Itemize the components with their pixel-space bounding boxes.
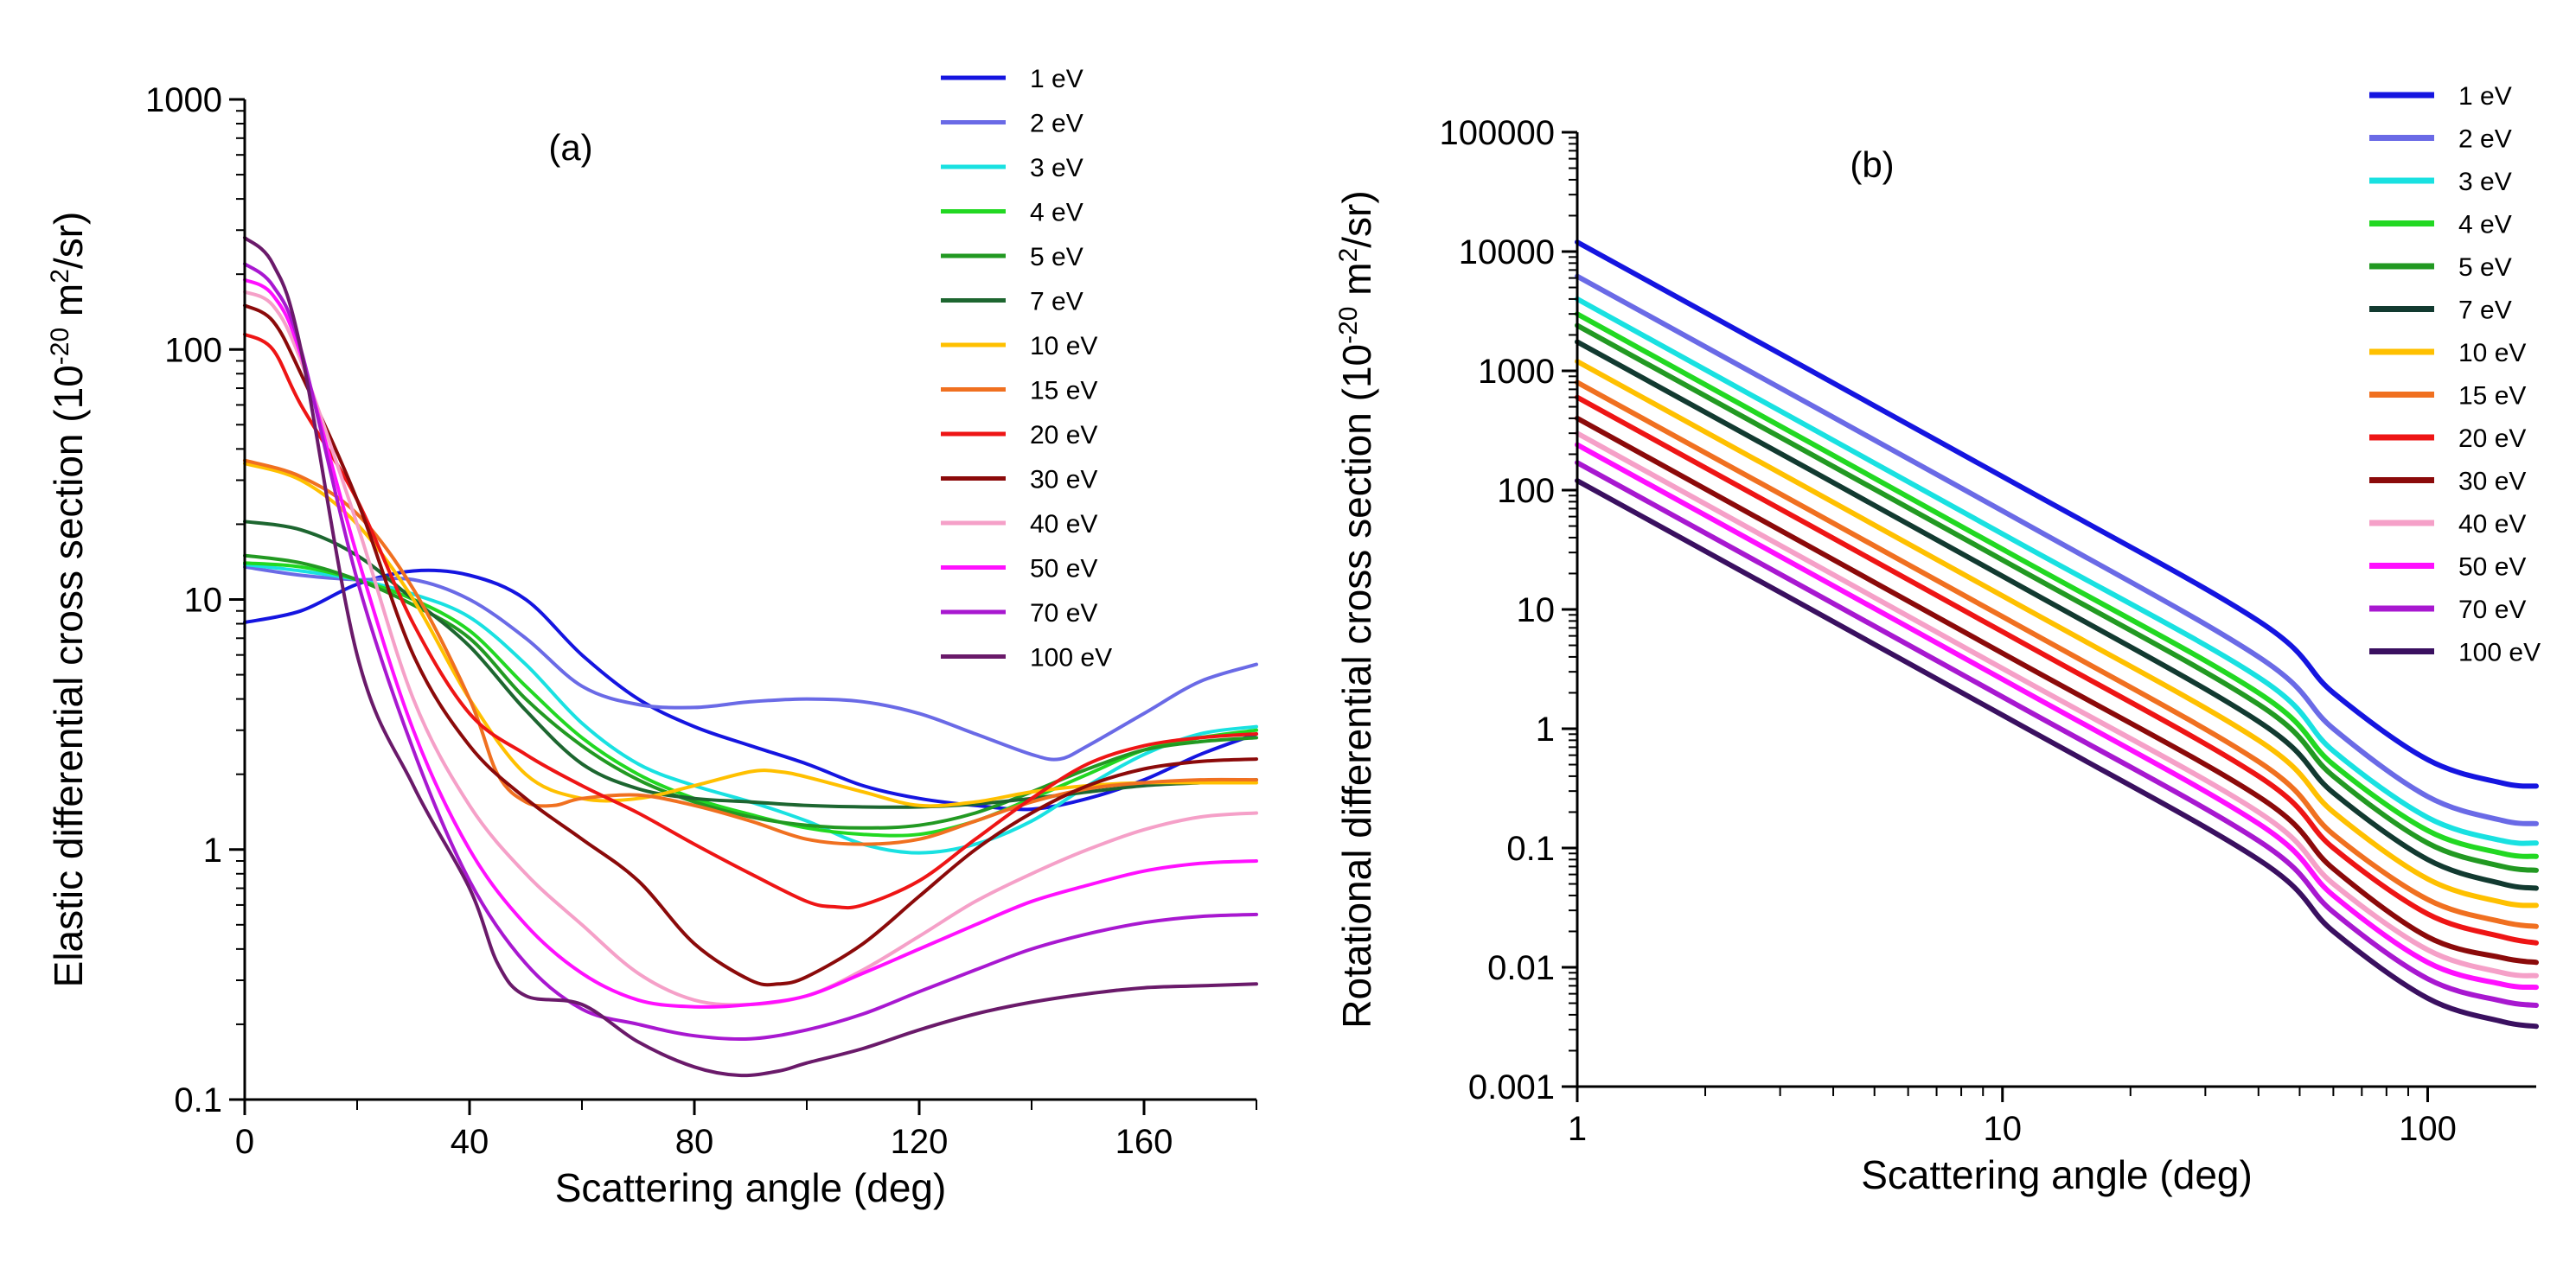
series-line-a-0	[243, 568, 1258, 812]
legend-entry-b-2: 3 eV	[2458, 168, 2512, 196]
legend-entry-a-6: 10 eV	[1030, 332, 1097, 360]
legend-entry-a-9: 30 eV	[1030, 466, 1097, 494]
series-line-a-13	[243, 235, 1258, 1078]
legend-entry-b-3: 4 eV	[2458, 211, 2512, 239]
y-tick-label-a: 1	[203, 832, 222, 870]
legend-entry-a-3: 4 eV	[1030, 199, 1083, 227]
y-tick-label-b: 1	[1536, 711, 1555, 749]
series-line-b-2	[1575, 296, 2539, 846]
y-axis-label-part-a: Elastic differential cross section (10	[46, 365, 91, 987]
legend-entry-a-12: 70 eV	[1030, 599, 1097, 628]
series-line-a-9	[243, 303, 1258, 987]
y-axis-label-part-b: /sr)	[1334, 190, 1379, 247]
legend-entry-b-5: 7 eV	[2458, 296, 2512, 325]
legend-entry-b-4: 5 eV	[2458, 253, 2512, 282]
y-axis-label-b: Rotational differential cross section (1…	[1334, 190, 1379, 1028]
y-axis-label-part-b: 2	[1334, 248, 1363, 263]
series-line-b-8	[1575, 394, 2539, 946]
y-axis-label-part-a: /sr)	[46, 212, 91, 269]
legend-entry-a-8: 20 eV	[1030, 421, 1097, 450]
panel-label-b: (b)	[1850, 144, 1894, 185]
series-line-b-11	[1575, 442, 2539, 991]
series-line-b-13	[1575, 478, 2539, 1030]
series-line-b-0	[1575, 239, 2539, 789]
series-line-a-4	[243, 553, 1258, 830]
legend-entry-b-9: 30 eV	[2458, 468, 2526, 496]
series-line-b-1	[1575, 273, 2539, 826]
x-tick-label-a: 160	[1115, 1123, 1173, 1161]
series-line-a-10	[243, 290, 1258, 1007]
y-axis-label-part-b: m	[1334, 262, 1379, 306]
legend-entry-b-11: 50 eV	[2458, 553, 2526, 582]
x-tick-label-b: 10	[1983, 1110, 2022, 1148]
legend-entry-a-0: 1 eV	[1030, 65, 1083, 93]
y-tick-label-b: 1000	[1478, 353, 1555, 391]
legend-b: 1 eV 2 eV 3 eV 4 eV 5 eV 7 eV 10 eV 15 eV 20 eV 3…	[2369, 82, 2541, 667]
y-tick-label-b: 0.1	[1506, 830, 1555, 868]
legend-entry-a-5: 7 eV	[1030, 288, 1083, 316]
series-line-a-11	[243, 277, 1258, 1009]
y-tick-label-b: 10	[1517, 591, 1556, 629]
y-tick-label-b: 100000	[1440, 114, 1555, 152]
y-axis-label-part-b: -20	[1334, 307, 1363, 344]
x-axis-label-a: Scattering angle (deg)	[555, 1165, 947, 1210]
x-tick-label-a: 120	[891, 1123, 949, 1161]
y-tick-label-a: 100	[164, 331, 222, 369]
y-axis-label-part-b: Rotational differential cross section (1…	[1334, 344, 1379, 1029]
legend-entry-a-11: 50 eV	[1030, 555, 1097, 583]
panel-a: 0.1 1 10 100 1000 0 40 80 120 160 Scattering angle…	[46, 65, 1258, 1210]
x-axis-label-b: Scattering angle (deg)	[1861, 1152, 2253, 1197]
legend-entry-a-4: 5 eV	[1030, 243, 1083, 271]
y-tick-label-a: 0.1	[174, 1081, 222, 1119]
series-line-b-3	[1575, 311, 2539, 859]
plot-lines-a	[243, 235, 1258, 1078]
panel-label-a: (a)	[548, 127, 592, 168]
legend-entry-b-7: 15 eV	[2458, 382, 2526, 411]
series-line-a-12	[243, 262, 1258, 1042]
y-tick-label-a: 1000	[145, 81, 222, 119]
series-line-b-10	[1575, 430, 2539, 979]
series-line-a-8	[243, 332, 1258, 910]
y-axis-label-a: Elastic differential cross section (10-2…	[46, 212, 91, 988]
series-line-a-6	[243, 462, 1258, 808]
y-tick-label-b: 0.001	[1468, 1068, 1555, 1106]
y-tick-label-b: 10000	[1459, 233, 1555, 271]
legend-entry-b-1: 2 eV	[2458, 125, 2512, 154]
x-tick-label-a: 40	[451, 1123, 489, 1161]
x-tick-label-a: 0	[235, 1123, 254, 1161]
y-tick-label-a: 10	[184, 582, 223, 620]
axes-b: 0.001 0.01 0.1 1 10 100 1000 10000 100000 1 10 100	[1440, 114, 2536, 1148]
legend-entry-a-2: 3 eV	[1030, 154, 1083, 182]
legend-entry-b-0: 1 eV	[2458, 82, 2512, 111]
legend-entry-b-12: 70 eV	[2458, 596, 2526, 624]
series-line-b-12	[1575, 460, 2539, 1008]
legend-entry-a-7: 15 eV	[1030, 377, 1097, 405]
legend-entry-a-13: 100 eV	[1030, 644, 1112, 673]
y-axis-label-part-a: -20	[46, 328, 74, 365]
x-tick-label-b: 1	[1568, 1110, 1587, 1148]
series-line-b-6	[1575, 359, 2539, 909]
series-line-b-5	[1575, 339, 2539, 891]
legend-a: 1 eV 2 eV 3 eV 4 eV 5 eV 7 eV 10 eV 15 eV 20 eV 3…	[941, 65, 1112, 673]
series-line-b-7	[1575, 379, 2539, 929]
y-tick-label-b: 0.01	[1487, 949, 1555, 987]
y-tick-label-b: 100	[1497, 472, 1555, 510]
legend-entry-a-1: 2 eV	[1030, 110, 1083, 138]
series-line-b-9	[1575, 415, 2539, 966]
axes-a: 0.1 1 10 100 1000 0 40 80 120 160	[145, 81, 1257, 1161]
series-line-b-4	[1575, 322, 2539, 873]
x-tick-label-b: 100	[2399, 1110, 2457, 1148]
legend-entry-b-13: 100 eV	[2458, 639, 2541, 667]
x-tick-label-a: 80	[675, 1123, 714, 1161]
plot-lines-b	[1575, 239, 2539, 1030]
legend-entry-b-8: 20 eV	[2458, 424, 2526, 453]
series-line-a-1	[243, 564, 1258, 762]
legend-entry-b-6: 10 eV	[2458, 339, 2526, 367]
y-axis-label-part-a: 2	[46, 269, 74, 284]
legend-entry-b-10: 40 eV	[2458, 510, 2526, 539]
legend-entry-a-10: 40 eV	[1030, 510, 1097, 539]
y-axis-label-part-a: m	[46, 284, 91, 328]
panel-b: 0.001 0.01 0.1 1 10 100 1000 10000 100000 1 10 100 S…	[1334, 82, 2541, 1197]
